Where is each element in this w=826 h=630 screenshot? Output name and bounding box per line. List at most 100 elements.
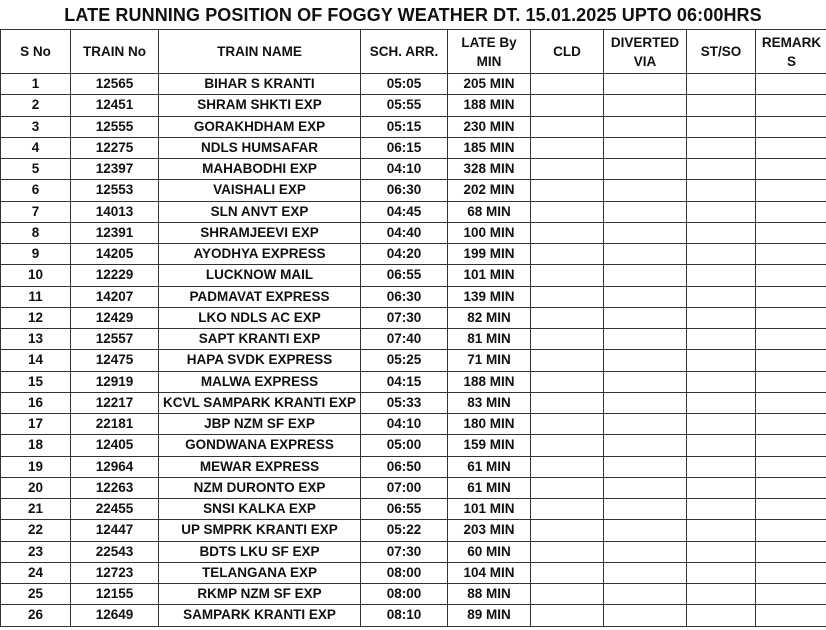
cell-late-by: 188 MIN <box>447 370 531 393</box>
header-s-no: S No <box>0 29 71 74</box>
table-row: 17 22181 JBP NZM SF EXP 04:10 180 MIN <box>0 412 826 436</box>
header-late-by: LATE By MIN <box>447 29 531 74</box>
cell-sch-arr: 08:00 <box>360 582 448 606</box>
cell-s-no: 4 <box>0 136 71 160</box>
cell-s-no: 3 <box>0 115 71 138</box>
cell-remarks <box>755 179 826 202</box>
cell-train-no: 22543 <box>70 540 159 563</box>
cell-cld <box>530 370 604 393</box>
cell-diverted-via <box>603 519 687 542</box>
header-train-no: TRAIN No <box>70 29 159 74</box>
cell-sch-arr: 08:00 <box>360 561 448 585</box>
cell-sch-arr: 04:10 <box>360 157 448 181</box>
cell-cld <box>530 200 604 223</box>
cell-s-no: 19 <box>0 455 71 478</box>
cell-cld <box>530 94 604 117</box>
cell-train-no: 12451 <box>70 94 159 117</box>
table-row: 6 12553 VAISHALI EXP 06:30 202 MIN <box>0 179 826 202</box>
cell-s-no: 11 <box>0 285 71 308</box>
cell-late-by: 159 MIN <box>447 434 531 457</box>
table-row: 1 12565 BIHAR S KRANTI 05:05 205 MIN <box>0 72 826 96</box>
cell-st-so <box>686 306 756 330</box>
cell-train-name: KCVL SAMPARK KRANTI EXP <box>158 391 361 415</box>
cell-cld <box>530 264 604 287</box>
cell-train-name: BDTS LKU SF EXP <box>158 540 361 563</box>
cell-cld <box>530 476 604 500</box>
cell-s-no: 24 <box>0 561 71 585</box>
table-row: 22 12447 UP SMPRK KRANTI EXP 05:22 203 MIN <box>0 519 826 542</box>
cell-train-no: 12919 <box>70 370 159 393</box>
table-row: 18 12405 GONDWANA EXPRESS 05:00 159 MIN <box>0 434 826 457</box>
cell-cld <box>530 519 604 542</box>
header-train-name: TRAIN NAME <box>158 29 361 74</box>
cell-train-name: SNSI KALKA EXP <box>158 497 361 521</box>
cell-s-no: 26 <box>0 604 71 627</box>
table-row: 21 22455 SNSI KALKA EXP 06:55 101 MIN <box>0 497 826 521</box>
cell-train-name: NDLS HUMSAFAR <box>158 136 361 160</box>
cell-train-no: 12397 <box>70 157 159 181</box>
cell-sch-arr: 05:22 <box>360 519 448 542</box>
table-row: 12 12429 LKO NDLS AC EXP 07:30 82 MIN <box>0 306 826 330</box>
table-row: 4 12275 NDLS HUMSAFAR 06:15 185 MIN <box>0 136 826 160</box>
cell-st-so <box>686 264 756 287</box>
cell-sch-arr: 04:20 <box>360 242 448 266</box>
cell-s-no: 16 <box>0 391 71 415</box>
cell-st-so <box>686 412 756 436</box>
cell-train-name: HAPA SVDK EXPRESS <box>158 349 361 372</box>
cell-diverted-via <box>603 94 687 117</box>
cell-cld <box>530 179 604 202</box>
cell-s-no: 23 <box>0 540 71 563</box>
cell-late-by: 199 MIN <box>447 242 531 266</box>
cell-train-name: MALWA EXPRESS <box>158 370 361 393</box>
cell-train-name: SAPT KRANTI EXP <box>158 327 361 351</box>
cell-train-name: MEWAR EXPRESS <box>158 455 361 478</box>
cell-remarks <box>755 391 826 415</box>
cell-train-no: 12555 <box>70 115 159 138</box>
cell-s-no: 21 <box>0 497 71 521</box>
cell-cld <box>530 561 604 585</box>
cell-diverted-via <box>603 370 687 393</box>
header-cld: CLD <box>530 29 604 74</box>
table-row: 14 12475 HAPA SVDK EXPRESS 05:25 71 MIN <box>0 349 826 372</box>
cell-s-no: 22 <box>0 519 71 542</box>
cell-sch-arr: 06:55 <box>360 264 448 287</box>
cell-cld <box>530 72 604 96</box>
cell-sch-arr: 06:15 <box>360 136 448 160</box>
cell-late-by: 61 MIN <box>447 455 531 478</box>
table-row: 8 12391 SHRAMJEEVI EXP 04:40 100 MIN <box>0 221 826 245</box>
cell-s-no: 6 <box>0 179 71 202</box>
cell-cld <box>530 327 604 351</box>
cell-diverted-via <box>603 391 687 415</box>
cell-sch-arr: 05:00 <box>360 434 448 457</box>
cell-st-so <box>686 455 756 478</box>
cell-late-by: 100 MIN <box>447 221 531 245</box>
cell-st-so <box>686 115 756 138</box>
cell-late-by: 180 MIN <box>447 412 531 436</box>
cell-train-no: 12723 <box>70 561 159 585</box>
cell-s-no: 1 <box>0 72 71 96</box>
cell-sch-arr: 07:30 <box>360 540 448 563</box>
cell-late-by: 71 MIN <box>447 349 531 372</box>
cell-st-so <box>686 604 756 627</box>
cell-diverted-via <box>603 455 687 478</box>
cell-sch-arr: 07:30 <box>360 306 448 330</box>
cell-st-so <box>686 285 756 308</box>
cell-train-no: 22455 <box>70 497 159 521</box>
cell-diverted-via <box>603 285 687 308</box>
late-trains-table: S No TRAIN No TRAIN NAME SCH. ARR. LATE … <box>0 29 826 627</box>
cell-cld <box>530 285 604 308</box>
cell-train-name: PADMAVAT EXPRESS <box>158 285 361 308</box>
cell-diverted-via <box>603 434 687 457</box>
cell-train-no: 12263 <box>70 476 159 500</box>
cell-cld <box>530 115 604 138</box>
cell-late-by: 89 MIN <box>447 604 531 627</box>
cell-train-name: BIHAR S KRANTI <box>158 72 361 96</box>
cell-cld <box>530 136 604 160</box>
header-st-so: ST/SO <box>686 29 756 74</box>
cell-cld <box>530 604 604 627</box>
cell-cld <box>530 221 604 245</box>
cell-train-name: VAISHALI EXP <box>158 179 361 202</box>
cell-late-by: 81 MIN <box>447 327 531 351</box>
cell-diverted-via <box>603 242 687 266</box>
table-row: 11 14207 PADMAVAT EXPRESS 06:30 139 MIN <box>0 285 826 308</box>
